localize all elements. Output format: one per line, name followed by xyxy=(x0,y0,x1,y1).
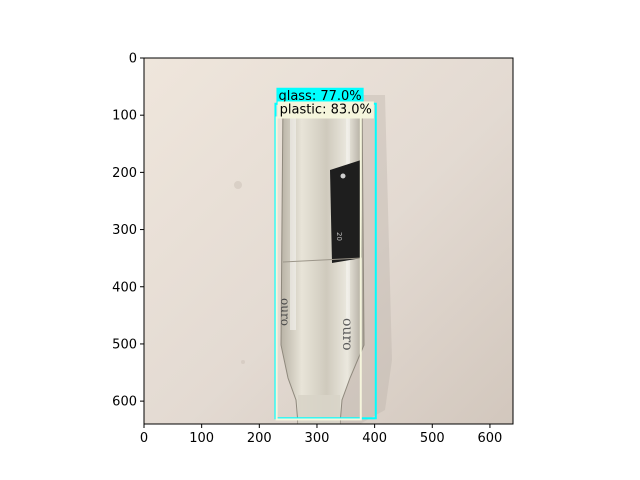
x-tick-label: 200 xyxy=(247,431,272,446)
y-tick-label: 200 xyxy=(112,166,137,181)
y-tick-label: 100 xyxy=(112,109,137,124)
svg-text:ouro: ouro xyxy=(278,298,292,326)
x-tick-label: 0 xyxy=(140,431,148,446)
svg-text:20: 20 xyxy=(335,232,343,241)
detection-label-text: plastic: 83.0% xyxy=(280,102,372,117)
axes-frame xyxy=(143,57,514,425)
y-axis: 0 100 200 300 400 500 600 xyxy=(112,52,144,410)
detection-label-text: glass: 77.0% xyxy=(278,89,361,104)
bottle-photo-icon: 20 ouro ouro xyxy=(278,97,365,424)
detection-label: plastic: 83.0% xyxy=(277,101,374,119)
y-tick-label: 500 xyxy=(112,337,137,352)
x-tick-label: 300 xyxy=(305,431,330,446)
y-tick-label: 300 xyxy=(112,223,137,238)
detection-label-background xyxy=(277,101,374,119)
detections: glass: 77.0%plastic: 83.0% xyxy=(274,87,377,421)
x-tick-label: 500 xyxy=(420,431,445,446)
x-axis: 0 100 200 300 400 500 600 xyxy=(140,424,502,446)
svg-text:ouro: ouro xyxy=(339,318,355,351)
detection-label-background xyxy=(276,87,364,105)
x-tick-label: 400 xyxy=(362,431,387,446)
y-tick-label: 600 xyxy=(112,395,137,410)
detection-label: glass: 77.0% xyxy=(276,87,364,105)
y-tick-label: 400 xyxy=(112,280,137,295)
photo: 20 ouro ouro xyxy=(144,58,513,424)
x-tick-label: 600 xyxy=(478,431,503,446)
x-tick-label: 100 xyxy=(189,431,214,446)
y-tick-label: 0 xyxy=(129,52,137,67)
